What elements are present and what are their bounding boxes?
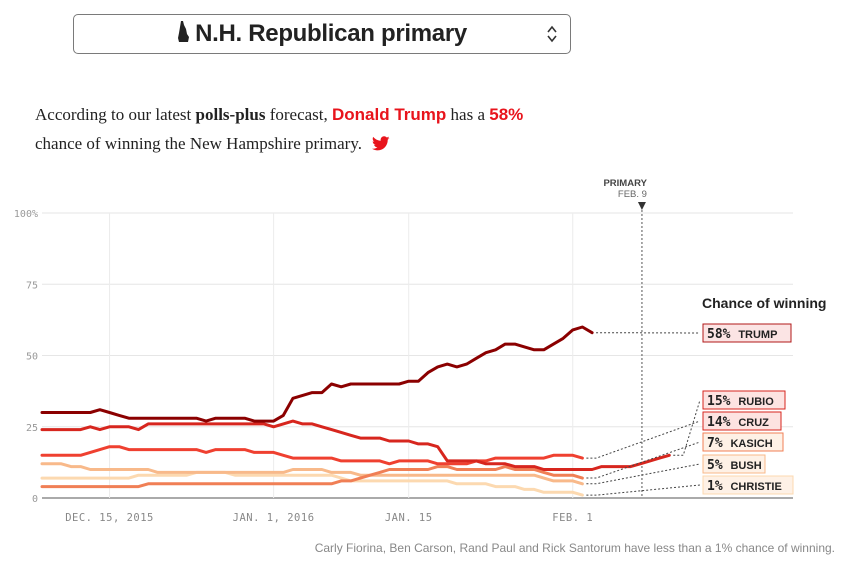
leader-line-christie <box>586 484 701 496</box>
series-line-cruz <box>40 445 584 466</box>
headline-prefix: According to our latest <box>35 105 196 124</box>
event-arrow-icon <box>637 202 646 210</box>
y-tick-label: 100% <box>14 209 38 220</box>
x-tick-label: JAN. 1, 2016 <box>233 512 315 524</box>
end-label-cruz: 14% CRUZ <box>707 415 769 430</box>
end-label-rubio: 15% RUBIO <box>707 394 774 409</box>
end-label-box-cruz <box>702 411 782 431</box>
headline-has: has a <box>446 105 490 124</box>
series-line-trump <box>40 325 594 423</box>
y-tick-label: 75 <box>26 280 38 291</box>
end-label-box-christie <box>702 475 794 495</box>
x-tick-label: FEB. 1 <box>552 512 593 524</box>
end-label-box-kasich <box>702 432 784 452</box>
new-hampshire-state-icon <box>177 21 190 47</box>
series-line-christie <box>40 470 584 497</box>
leader-line-rubio <box>673 399 701 456</box>
race-selector[interactable]: N.H. Republican primary <box>73 14 571 54</box>
x-tick-label: JAN. 15 <box>385 512 433 524</box>
leading-candidate: Donald Trump <box>332 105 447 124</box>
event-label-primary: PRIMARY <box>603 178 647 189</box>
end-label-box-rubio <box>702 390 786 410</box>
end-label-trump: 58% TRUMP <box>707 327 777 342</box>
x-tick-label: DEC. 15, 2015 <box>65 512 154 524</box>
leader-line-kasich <box>586 441 701 479</box>
chart-title: Chance of winning <box>702 295 826 311</box>
y-tick-label: 0 <box>32 494 38 505</box>
series-line-rubio <box>40 419 671 471</box>
end-label-box-bush <box>702 454 766 474</box>
series-line-bush <box>40 462 584 486</box>
end-label-bush: 5% BUSH <box>707 458 762 473</box>
race-selector-title: N.H. Republican primary <box>195 20 467 47</box>
headline-suffix: chance of winning the New Hampshire prim… <box>35 134 362 153</box>
series-line-kasich <box>40 465 584 489</box>
forecast-chart: 0 25 50 75 100% DEC. 15, 2015 JAN. 1, 2016 JAN.… <box>14 178 827 524</box>
twitter-bird-icon[interactable] <box>372 131 390 160</box>
y-tick-label: 50 <box>26 352 38 363</box>
headline-middle: forecast, <box>265 105 333 124</box>
forecast-headline: According to our latest polls-plus forec… <box>35 100 675 160</box>
model-name: polls-plus <box>195 105 266 124</box>
select-updown-icon[interactable] <box>546 23 558 45</box>
leader-line-bush <box>586 463 701 485</box>
footnote: Carly Fiorina, Ben Carson, Rand Paul and… <box>314 541 835 555</box>
leader-line-cruz <box>586 420 701 459</box>
event-label-date: FEB. 9 <box>618 189 647 200</box>
end-label-kasich: 7% KASICH <box>707 436 773 451</box>
end-label-christie: 1% CHRISTIE <box>707 479 782 494</box>
leading-percent: 58% <box>489 105 524 124</box>
end-label-box-trump <box>702 323 792 343</box>
y-tick-label: 25 <box>26 423 38 434</box>
